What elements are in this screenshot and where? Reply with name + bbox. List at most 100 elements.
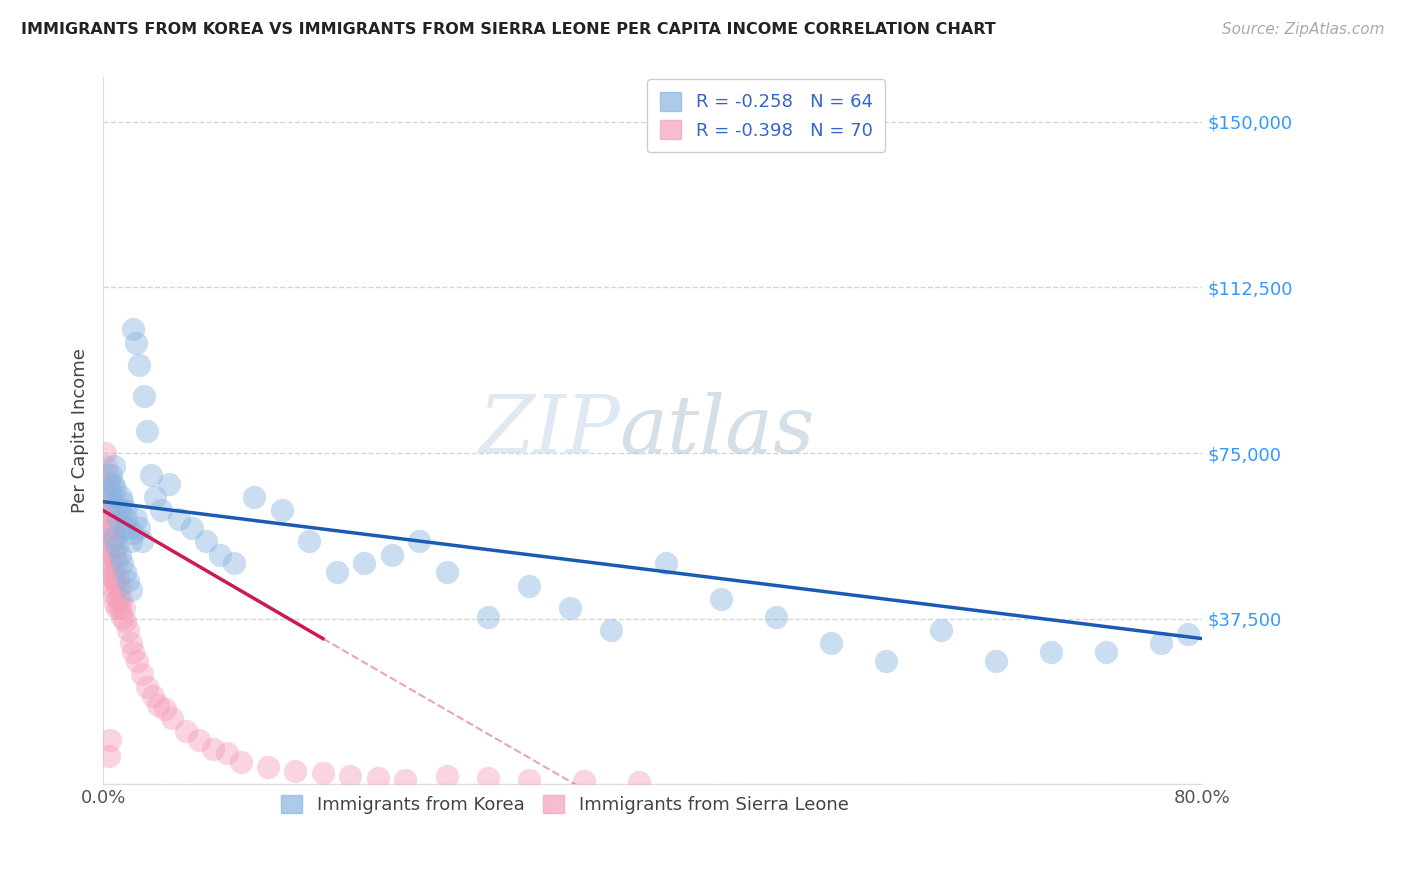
Point [146, 698, 169, 712]
Point [96, 534, 118, 549]
Point [120, 636, 142, 650]
Point [104, 574, 127, 589]
Point [117, 623, 139, 637]
Point [188, 733, 211, 747]
Point [517, 578, 540, 592]
Point [104, 482, 127, 496]
Point [98, 490, 121, 504]
Point [105, 600, 128, 615]
Point [103, 530, 125, 544]
Point [202, 742, 225, 756]
Point [765, 609, 787, 624]
Point [157, 477, 180, 491]
Point [96, 521, 118, 535]
Point [1040, 645, 1063, 659]
Point [128, 521, 150, 535]
Point [436, 566, 458, 580]
Point [112, 521, 135, 535]
Y-axis label: Per Capita Income: Per Capita Income [72, 349, 89, 514]
Point [215, 747, 238, 761]
Point [208, 548, 231, 562]
Point [131, 534, 153, 549]
Point [167, 512, 190, 526]
Point [143, 490, 166, 504]
Point [100, 468, 122, 483]
Point [114, 566, 136, 580]
Point [122, 322, 145, 336]
Point [110, 591, 132, 606]
Point [98, 733, 121, 747]
Point [98, 534, 121, 549]
Point [284, 764, 307, 779]
Point [97, 503, 120, 517]
Text: IMMIGRANTS FROM KOREA VS IMMIGRANTS FROM SIERRA LEONE PER CAPITA INCOME CORRELAT: IMMIGRANTS FROM KOREA VS IMMIGRANTS FROM… [21, 22, 995, 37]
Point [381, 548, 404, 562]
Point [477, 771, 499, 785]
Point [104, 548, 127, 562]
Point [270, 503, 292, 517]
Point [97, 482, 120, 496]
Point [195, 534, 218, 549]
Point [560, 600, 582, 615]
Point [100, 503, 122, 517]
Text: Source: ZipAtlas.com: Source: ZipAtlas.com [1222, 22, 1385, 37]
Point [108, 548, 131, 562]
Point [517, 772, 540, 787]
Point [149, 503, 172, 517]
Point [108, 503, 131, 517]
Point [127, 654, 149, 668]
Point [134, 388, 156, 402]
Point [101, 477, 124, 491]
Point [229, 756, 252, 770]
Point [325, 566, 347, 580]
Point [222, 557, 245, 571]
Point [100, 578, 122, 592]
Point [107, 570, 129, 584]
Point [94, 490, 117, 504]
Point [105, 557, 128, 571]
Point [339, 768, 361, 782]
Point [131, 667, 153, 681]
Point [174, 724, 197, 739]
Point [298, 534, 321, 549]
Point [181, 521, 204, 535]
Point [153, 702, 176, 716]
Point [875, 654, 897, 668]
Point [655, 557, 678, 571]
Point [108, 578, 131, 592]
Point [101, 548, 124, 562]
Point [97, 548, 120, 562]
Point [97, 477, 120, 491]
Point [114, 614, 136, 628]
Point [394, 772, 416, 787]
Point [120, 534, 142, 549]
Point [96, 499, 118, 513]
Point [103, 587, 125, 601]
Point [257, 760, 280, 774]
Point [312, 766, 335, 780]
Point [93, 477, 115, 491]
Point [101, 521, 124, 535]
Point [141, 468, 163, 483]
Point [94, 512, 117, 526]
Point [96, 468, 118, 483]
Point [436, 768, 458, 782]
Point [100, 557, 122, 571]
Point [98, 512, 121, 526]
Text: atlas: atlas [620, 392, 815, 470]
Point [98, 490, 121, 504]
Point [929, 623, 952, 637]
Point [94, 459, 117, 474]
Point [93, 446, 115, 460]
Point [160, 711, 183, 725]
Point [627, 774, 650, 789]
Point [142, 689, 165, 703]
Point [117, 574, 139, 589]
Point [110, 490, 132, 504]
Point [104, 596, 127, 610]
Point [97, 521, 120, 535]
Point [125, 335, 148, 350]
Point [477, 609, 499, 624]
Point [820, 636, 842, 650]
Point [1095, 645, 1118, 659]
